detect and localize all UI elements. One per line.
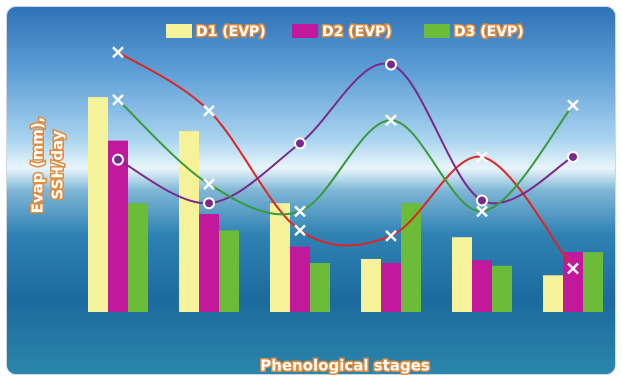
bar — [361, 259, 381, 312]
bar — [563, 252, 583, 312]
y-axis-title-line: SSH/day — [49, 130, 67, 199]
legend-label: D1 (EVP) — [196, 24, 266, 40]
bar — [452, 237, 472, 312]
bar — [219, 230, 239, 312]
line-marker — [386, 59, 396, 69]
line-marker — [113, 47, 123, 57]
legend-label: D2 (EVP) — [322, 24, 392, 40]
legend-swatch — [292, 24, 318, 38]
line-marker — [204, 198, 214, 208]
line-marker — [477, 195, 487, 205]
chart: Phenological stages Evap (mm), SSH/day D… — [0, 0, 622, 381]
bar — [199, 214, 219, 312]
bar — [472, 260, 492, 312]
line-marker — [568, 152, 578, 162]
line-marker — [295, 206, 305, 216]
bar — [543, 275, 563, 312]
line-marker — [204, 179, 214, 189]
legend-swatch — [424, 24, 450, 38]
bar — [381, 263, 401, 312]
bar — [290, 247, 310, 312]
line-marker — [113, 95, 123, 105]
bar — [88, 97, 108, 312]
line-marker — [295, 138, 305, 148]
bar — [179, 131, 199, 312]
page: Phenological stages Evap (mm), SSH/day D… — [0, 0, 622, 381]
bar — [108, 141, 128, 312]
y-axis-title-line: Evap (mm), — [29, 117, 47, 214]
legend-swatch — [166, 24, 192, 38]
line-marker — [295, 225, 305, 235]
line-marker — [204, 106, 214, 116]
line-marker — [386, 231, 396, 241]
legend-label: D3 (EVP) — [454, 24, 524, 40]
line-marker — [113, 155, 123, 165]
bar — [128, 203, 148, 312]
line-marker — [568, 100, 578, 110]
x-axis-title: Phenological stages — [260, 357, 430, 375]
bar — [583, 252, 603, 312]
y-axis-title: Evap (mm), SSH/day — [29, 117, 67, 214]
bar — [310, 263, 330, 312]
bar — [492, 266, 512, 312]
